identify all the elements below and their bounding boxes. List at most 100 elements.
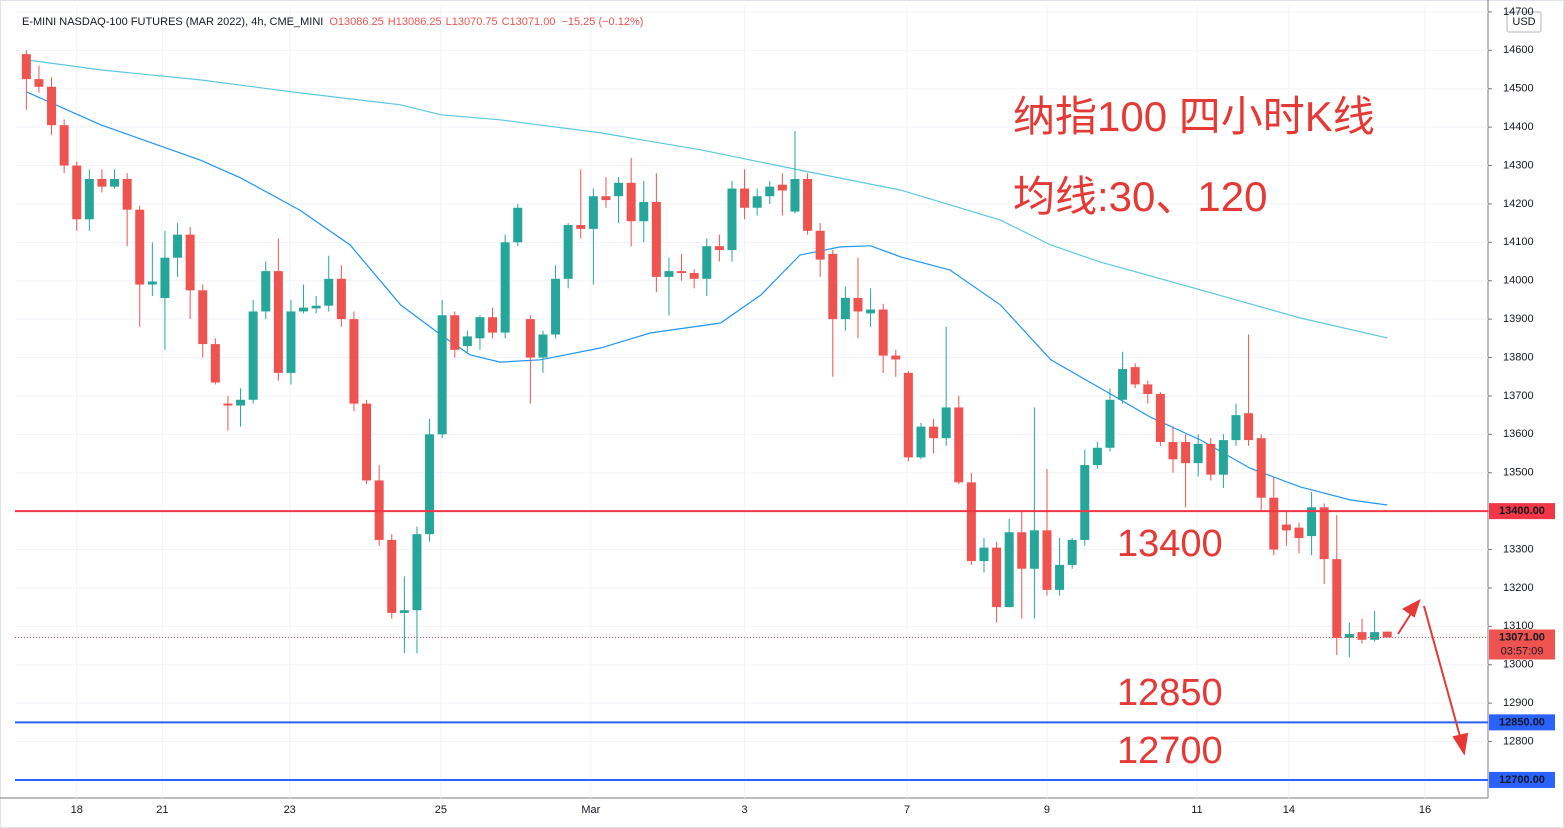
candle-body xyxy=(966,482,976,562)
last-price-box xyxy=(1489,629,1555,660)
candle-body xyxy=(538,334,548,358)
y-tick-label: 14300 xyxy=(1503,159,1534,171)
y-tick-label: 13000 xyxy=(1503,659,1534,671)
candle-body xyxy=(236,399,246,406)
y-tick-label: 13100 xyxy=(1503,620,1534,632)
candle-body xyxy=(1193,443,1203,464)
candle-body xyxy=(286,311,296,373)
x-tick-label: 9 xyxy=(1044,804,1050,816)
x-tick-label: 18 xyxy=(71,804,83,816)
currency: USD xyxy=(1512,16,1535,28)
candle-body xyxy=(714,246,724,251)
candle-body xyxy=(299,307,309,312)
candle-body xyxy=(551,278,561,335)
candle-body xyxy=(1067,539,1077,565)
ma-line xyxy=(26,59,1388,339)
y-tick-label: 13700 xyxy=(1503,390,1534,402)
chart-subtitle: 均线:30、120 xyxy=(1013,173,1267,220)
candle-body xyxy=(1344,634,1354,638)
annotation: 12700 xyxy=(1117,730,1223,772)
candle-body xyxy=(450,315,460,350)
candle-body xyxy=(916,426,926,458)
candle-body xyxy=(1218,440,1228,475)
arrow-up xyxy=(1397,611,1413,635)
candle-body xyxy=(324,278,334,306)
candle-body xyxy=(425,434,435,535)
candle-body xyxy=(954,407,964,483)
candle-body xyxy=(1105,399,1115,448)
change-label: −15.25 (−0.12%) xyxy=(561,16,643,28)
candle-body xyxy=(1231,415,1241,441)
level-label: 13400.00 xyxy=(1499,505,1545,517)
plot xyxy=(15,50,1488,781)
candle-body xyxy=(1244,413,1254,441)
candle-body xyxy=(853,298,863,312)
y-tick-label: 14100 xyxy=(1503,236,1534,248)
candle-body xyxy=(122,178,132,210)
candle-body xyxy=(878,309,888,356)
candle-body xyxy=(1357,632,1367,640)
candle-body xyxy=(21,54,31,80)
candle-body xyxy=(891,355,901,360)
candle-body xyxy=(387,539,397,613)
candle-body xyxy=(248,311,258,400)
annotation: 12850 xyxy=(1117,672,1223,714)
candle-body xyxy=(651,202,661,277)
candle-body xyxy=(97,178,107,187)
symbol: E-MINI NASDAQ-100 FUTURES (MAR 2022), 4h… xyxy=(22,16,323,28)
candle-body xyxy=(979,547,989,562)
grid xyxy=(15,5,1492,798)
open-label: O13086.25 xyxy=(329,16,383,28)
candle-body xyxy=(147,281,157,285)
candle-body xyxy=(1382,631,1392,638)
y-tick-label: 13800 xyxy=(1503,351,1534,363)
candle-body xyxy=(588,196,598,229)
arrows xyxy=(1397,598,1469,756)
y-tick-label: 12800 xyxy=(1503,735,1534,747)
candle-body xyxy=(462,336,472,347)
candle-body xyxy=(765,186,775,197)
candle-body xyxy=(1155,394,1165,443)
candle-body xyxy=(941,407,951,439)
countdown: 03:57:09 xyxy=(1501,645,1544,657)
level-label: 12850.00 xyxy=(1499,716,1545,728)
candle-body xyxy=(1319,507,1329,560)
candle-body xyxy=(1080,465,1090,540)
candle-body xyxy=(929,426,939,439)
candle-body xyxy=(677,271,687,274)
candle-body xyxy=(740,188,750,208)
candle-body xyxy=(223,403,233,406)
candle-body xyxy=(828,253,838,320)
candle-body xyxy=(1332,559,1342,638)
candle-body xyxy=(1092,447,1102,466)
x-tick-label: 25 xyxy=(435,804,447,816)
candle-body xyxy=(803,178,813,231)
y-tick-label: 14500 xyxy=(1503,83,1534,95)
level-label-box xyxy=(1489,503,1555,520)
y-tick-label: 13500 xyxy=(1503,467,1534,479)
candle-body xyxy=(273,271,283,373)
low-label: L13070.75 xyxy=(446,16,498,28)
candle-body xyxy=(752,196,762,208)
candle-body xyxy=(34,79,44,87)
candle-body xyxy=(362,403,372,481)
candle-body xyxy=(702,246,712,279)
candle-body xyxy=(866,309,876,314)
arrow-down xyxy=(1423,605,1462,741)
y-tick-label: 14200 xyxy=(1503,198,1534,210)
candle-body xyxy=(689,273,699,279)
x-tick-label: 3 xyxy=(742,804,748,816)
y-tick-label: 14400 xyxy=(1503,121,1534,133)
candle-body xyxy=(185,234,195,291)
candle-body xyxy=(135,209,145,285)
candle-body xyxy=(500,242,510,333)
candle-body xyxy=(1004,532,1014,608)
level-label-box xyxy=(1489,714,1555,731)
x-tick-label: 11 xyxy=(1191,804,1202,816)
header: E-MINI NASDAQ-100 FUTURES (MAR 2022), 4h… xyxy=(22,16,643,28)
y-tick-label: 12900 xyxy=(1503,697,1534,709)
candle-body xyxy=(903,372,913,458)
y-tick-label: 13300 xyxy=(1503,543,1534,555)
candle-body xyxy=(614,182,624,197)
